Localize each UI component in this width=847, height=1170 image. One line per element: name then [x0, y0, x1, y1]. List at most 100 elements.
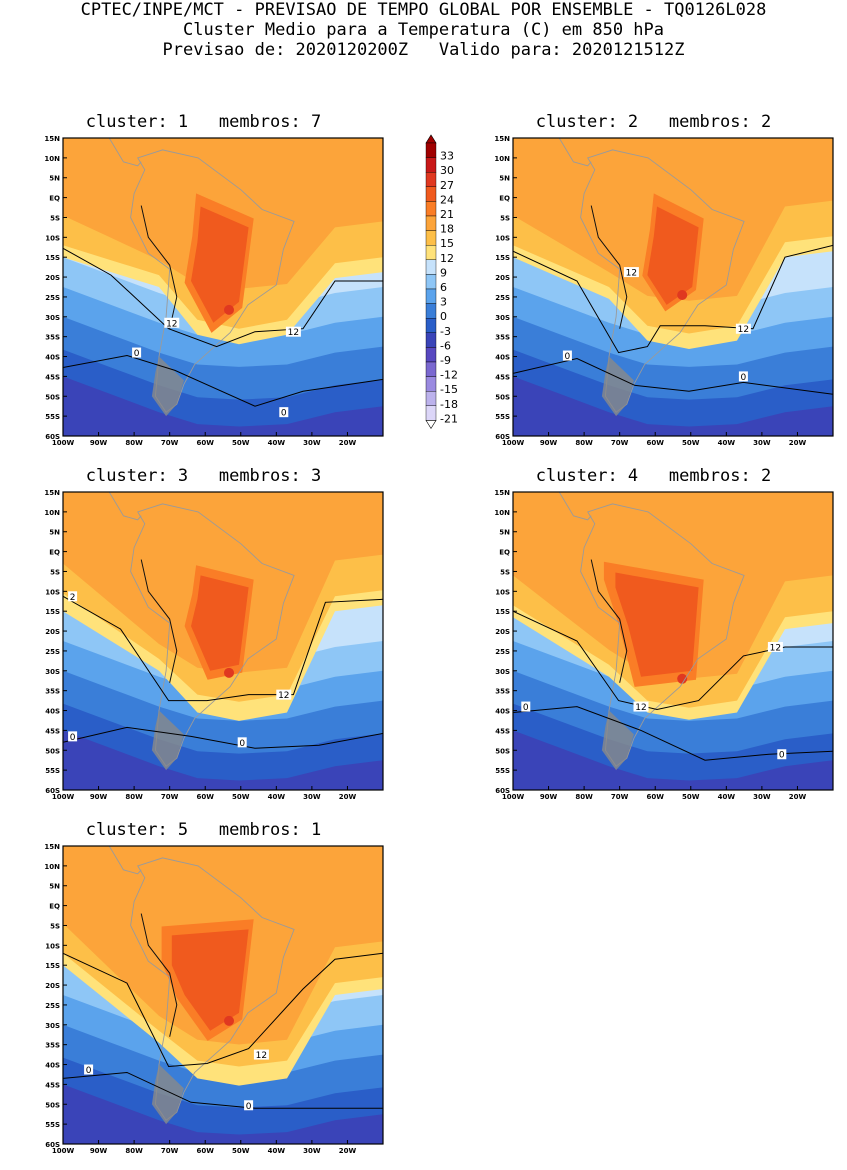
panel-title: cluster: 4 membros: 2 — [535, 466, 772, 486]
colorbar-swatch — [425, 288, 437, 304]
coastline — [91, 846, 142, 875]
lat-label: EQ — [49, 903, 60, 911]
contour-label-box — [279, 407, 289, 418]
colorbar-label: 33 — [440, 150, 454, 163]
colorbar-label: -18 — [440, 398, 458, 411]
colorbar-label: 6 — [440, 281, 447, 294]
lat-label: 15N — [44, 843, 60, 851]
colorbar-label: -9 — [440, 354, 451, 367]
field-band — [677, 673, 688, 684]
lat-label: 55S — [45, 413, 60, 421]
temperature-field — [513, 492, 833, 790]
lat-label: EQ — [499, 549, 510, 557]
lon-label: 60W — [196, 439, 214, 447]
field-band — [224, 667, 234, 678]
lat-label: 40S — [45, 1062, 60, 1070]
contour-line-12 — [63, 595, 383, 702]
lat-label: 15S — [495, 254, 510, 262]
lon-label: 70W — [611, 793, 629, 801]
temperature-map: 2 12 0 0 15N 10N 5N EQ 5S 10S 15S 20S 25S 30S 35S 40S 45… — [44, 489, 384, 801]
lat-label: 10N — [44, 863, 60, 871]
subtitle-dates: Previsao de: 2020120200Z Valido para: 20… — [162, 40, 685, 60]
lon-label: 40W — [268, 793, 286, 801]
contour-line-12 — [513, 244, 833, 354]
colorbar-swatch — [425, 274, 437, 290]
main-title: CPTEC/INPE/MCT - PREVISAO DE TEMPO GLOBA… — [80, 0, 767, 20]
lon-label: 70W — [161, 439, 179, 447]
lat-label: 5S — [50, 568, 60, 576]
contour-line-0 — [63, 726, 383, 749]
lat-label: 20S — [495, 628, 510, 636]
terrain-mask — [601, 710, 634, 771]
lat-label: 5S — [500, 568, 510, 576]
contour-label-box — [164, 317, 180, 328]
coastline — [91, 138, 142, 167]
lat-label: EQ — [49, 195, 60, 203]
lon-label: 80W — [125, 1147, 143, 1155]
map-panel-cluster-4: cluster: 4 membros: 2 12 12 0 0 15N 10N 5N EQ 5S… — [460, 466, 847, 816]
contour-label-box — [738, 371, 748, 382]
lat-label: 10S — [45, 942, 60, 950]
map-panel-cluster-1: cluster: 1 membros: 7 12 12 0 0 15N 10N 5N EQ 5S… — [10, 112, 397, 462]
lat-label: 50S — [45, 1101, 60, 1109]
colorbar-arrow-top — [425, 134, 437, 144]
coastline — [541, 138, 592, 167]
contour-label-box — [623, 267, 639, 278]
panel-title: cluster: 5 membros: 1 — [85, 820, 322, 840]
field-band — [191, 575, 249, 671]
coastline — [130, 503, 295, 767]
contour-label: 0 — [134, 349, 140, 359]
map-frame — [62, 845, 384, 1145]
lon-label: 40W — [718, 439, 736, 447]
colorbar-swatch — [425, 376, 437, 392]
contour-label: 12 — [626, 269, 637, 279]
andes-contour — [590, 205, 628, 329]
terrain-mask — [151, 356, 184, 417]
lat-label: 60S — [495, 433, 510, 441]
terrain-mask — [151, 1064, 184, 1125]
panel-title: cluster: 1 membros: 7 — [85, 112, 322, 132]
lat-label: 5S — [50, 922, 60, 930]
contour-label: 0 — [281, 409, 287, 419]
temperature-map: 12 12 0 0 15N 10N 5N EQ 5S 10S 15S 20S 25S 30S 35S 40S 4… — [494, 489, 834, 801]
colorbar-label: 21 — [440, 208, 454, 221]
lat-label: 10S — [495, 588, 510, 596]
contour-line-0 — [63, 1071, 383, 1109]
coastline — [130, 149, 295, 413]
lon-label: 60W — [196, 793, 214, 801]
lat-label: 15N — [494, 135, 510, 143]
colorbar-label: 0 — [440, 310, 447, 323]
contour-label: 0 — [523, 703, 529, 713]
lon-label: 50W — [682, 439, 700, 447]
lat-label: 5N — [499, 529, 510, 537]
lat-label: 15N — [44, 135, 60, 143]
lat-label: 60S — [45, 1141, 60, 1149]
andes-contour — [140, 913, 178, 1037]
lat-label: 15N — [44, 489, 60, 497]
field-band — [191, 206, 249, 323]
lon-label: 80W — [125, 793, 143, 801]
field-band — [615, 572, 699, 677]
lat-label: 20S — [45, 982, 60, 990]
colorbar-swatch — [425, 230, 437, 246]
coastline — [580, 503, 745, 767]
contour-label-box — [767, 641, 783, 652]
colorbar-label: 9 — [440, 266, 447, 279]
lat-label: 20S — [45, 628, 60, 636]
contour-label-box — [562, 350, 572, 361]
lon-label: 90W — [90, 793, 108, 801]
lat-label: 45S — [45, 727, 60, 735]
lat-label: 5N — [49, 883, 60, 891]
lat-label: 45S — [495, 727, 510, 735]
map-panel-cluster-2: cluster: 2 membros: 2 12 12 0 0 15N 10N 5N EQ 5S… — [460, 112, 847, 462]
colorbar-swatch — [425, 172, 437, 188]
contour-label-box — [253, 1049, 269, 1060]
panel-title: cluster: 2 membros: 2 — [535, 112, 772, 132]
lon-label: 100W — [52, 439, 75, 447]
lon-label: 50W — [232, 793, 250, 801]
contour-line-12 — [63, 247, 383, 348]
contour-label-box — [68, 591, 78, 602]
temperature-field — [63, 492, 383, 790]
field-band — [677, 290, 688, 300]
